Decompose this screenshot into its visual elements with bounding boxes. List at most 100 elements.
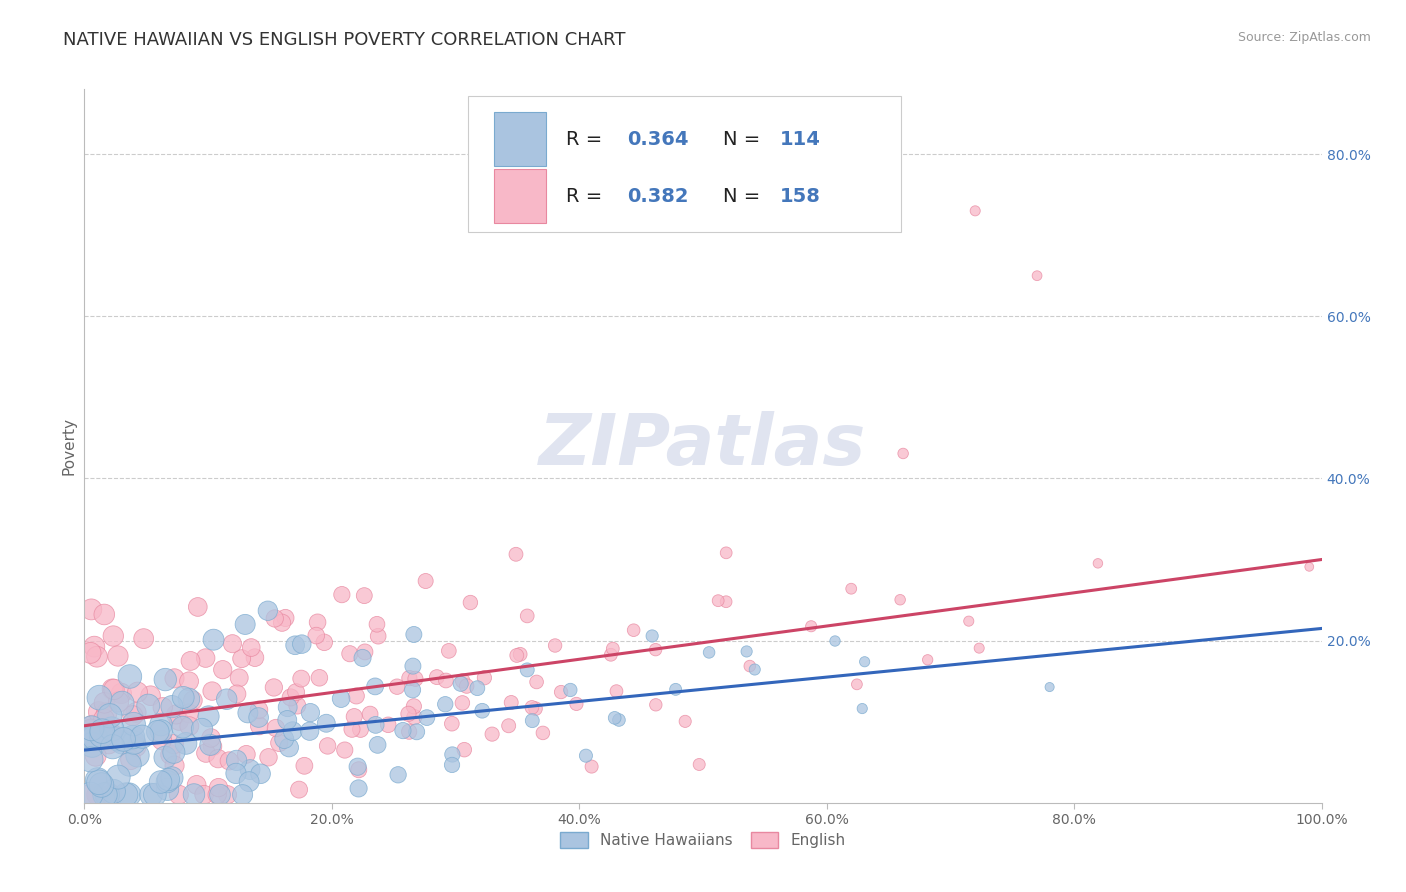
Point — [364, 718, 387, 732]
Point — [111, 696, 134, 710]
Point — [387, 768, 409, 782]
Point — [560, 683, 582, 698]
Point — [127, 748, 149, 763]
Point — [263, 611, 285, 625]
Point — [200, 731, 222, 745]
Point — [641, 629, 664, 643]
Point — [181, 693, 204, 707]
Point — [112, 732, 135, 747]
Point — [344, 689, 367, 703]
Point — [644, 642, 666, 657]
Point — [101, 739, 124, 754]
Point — [402, 627, 425, 641]
Point — [79, 723, 101, 738]
Point — [83, 732, 105, 747]
Point — [346, 760, 368, 774]
Point — [505, 547, 527, 561]
Point — [285, 685, 308, 699]
Point — [79, 752, 101, 766]
Point — [340, 723, 363, 737]
Point — [602, 641, 624, 656]
FancyBboxPatch shape — [494, 169, 546, 223]
Point — [153, 750, 176, 764]
Point — [103, 682, 125, 697]
Point — [291, 637, 314, 651]
Point — [218, 754, 240, 768]
Point — [707, 593, 730, 607]
Point — [471, 704, 494, 718]
Point — [235, 747, 257, 762]
Point — [201, 684, 224, 698]
Point — [738, 659, 761, 673]
Point — [143, 788, 166, 802]
Point — [278, 740, 301, 755]
Point — [103, 784, 125, 798]
Point — [163, 745, 186, 759]
Point — [623, 623, 645, 637]
Point — [434, 698, 457, 712]
Point — [225, 687, 247, 701]
Point — [506, 648, 529, 663]
Point — [247, 703, 270, 717]
Point — [714, 546, 737, 560]
Point — [247, 719, 270, 733]
Point — [215, 692, 238, 706]
Point — [263, 681, 285, 695]
Point — [79, 788, 101, 802]
Point — [299, 706, 322, 720]
Point — [456, 679, 478, 693]
Point — [118, 669, 141, 683]
Point — [225, 766, 247, 780]
FancyBboxPatch shape — [494, 112, 546, 166]
Point — [385, 680, 408, 694]
Point — [402, 659, 425, 673]
Point — [183, 788, 205, 802]
Text: R =: R = — [565, 129, 609, 149]
Point — [208, 788, 231, 802]
Point — [531, 726, 554, 740]
Point — [367, 738, 389, 752]
Point — [599, 648, 621, 662]
Point — [211, 663, 233, 677]
Point — [86, 773, 108, 788]
Point — [157, 772, 180, 787]
Point — [118, 757, 141, 772]
Point — [80, 721, 103, 735]
Point — [607, 713, 630, 727]
Point — [156, 782, 179, 797]
Point — [122, 735, 145, 749]
Point — [367, 629, 389, 643]
Point — [305, 629, 328, 643]
Point — [416, 710, 439, 724]
Point — [139, 788, 162, 802]
Point — [86, 649, 108, 664]
Point — [273, 731, 295, 746]
Point — [89, 690, 111, 705]
Point — [160, 699, 183, 714]
Point — [179, 719, 201, 733]
Point — [93, 712, 115, 726]
Point — [1298, 559, 1320, 574]
Point — [127, 685, 149, 699]
Point — [353, 589, 375, 603]
Point — [474, 671, 496, 685]
Point — [100, 788, 122, 802]
Text: N =: N = — [723, 129, 766, 149]
Point — [402, 699, 425, 714]
Point — [498, 719, 520, 733]
Point — [343, 709, 366, 723]
Point — [150, 733, 173, 747]
Point — [451, 673, 474, 688]
Point — [359, 707, 381, 722]
Point — [330, 691, 353, 706]
Point — [274, 611, 297, 625]
Point — [172, 720, 194, 734]
Point — [673, 714, 696, 729]
Point — [202, 632, 225, 647]
Point — [191, 722, 214, 736]
Text: Source: ZipAtlas.com: Source: ZipAtlas.com — [1237, 31, 1371, 45]
Point — [243, 650, 266, 665]
Text: ZIPatlas: ZIPatlas — [540, 411, 866, 481]
Point — [79, 788, 101, 802]
Point — [550, 685, 572, 699]
